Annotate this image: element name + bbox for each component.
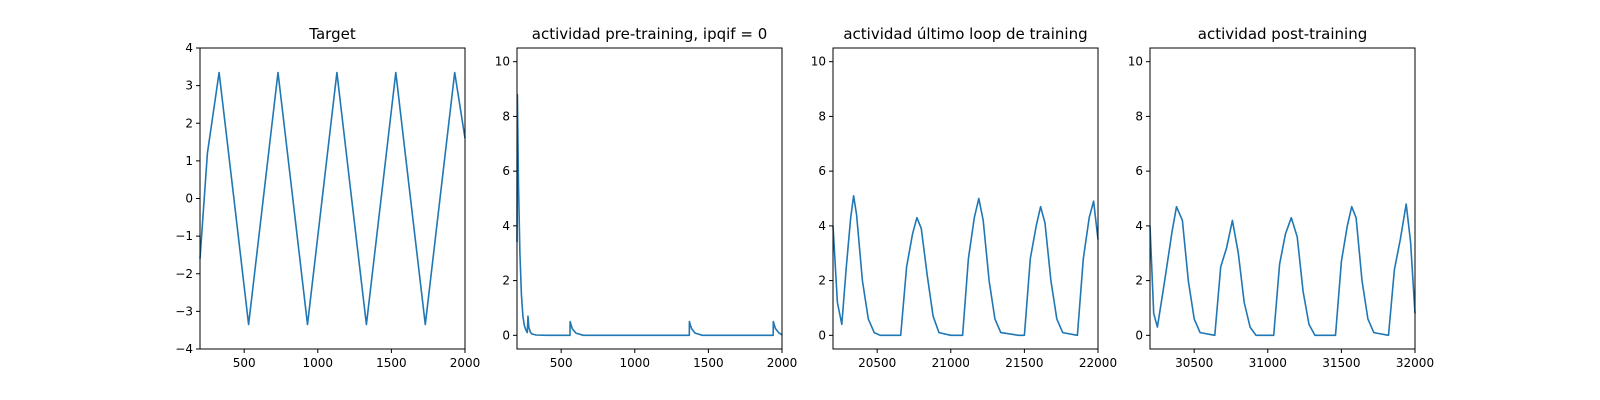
subplot-title: actividad post-training (1198, 25, 1367, 43)
subplot-title: actividad último loop de training (843, 25, 1087, 43)
x-tick-label: 31000 (1249, 356, 1287, 370)
x-tick-label: 21000 (932, 356, 970, 370)
series-line-1 (832, 195, 1099, 337)
x-tick-label: 1500 (693, 356, 724, 370)
subplot-title: Target (308, 25, 356, 43)
y-tick-label: 8 (502, 109, 510, 123)
y-tick-label: −3 (175, 304, 193, 318)
y-tick-label: 10 (1128, 55, 1143, 69)
y-tick-label: 6 (1135, 164, 1143, 178)
y-tick-label: 2 (502, 274, 510, 288)
y-tick-label: −2 (175, 267, 193, 281)
series-line-1 (516, 93, 783, 337)
series-line-1 (1149, 203, 1416, 337)
x-tick-label: 20500 (858, 356, 896, 370)
y-tick-label: 8 (1135, 109, 1143, 123)
subplot-title: actividad pre-training, ipqif = 0 (532, 25, 768, 43)
subplot-2: 500 1000 1500 2000 0 2 4 6 8 10 actividad pre-trai… (495, 25, 798, 370)
axes-frame (516, 47, 783, 350)
x-tick-label: 1000 (620, 356, 651, 370)
y-tick-label: 1 (185, 154, 193, 168)
subplot-1: 500 1000 1500 2000 −4 −3 −2 −1 0 1 2 3 4 Target (175, 25, 480, 370)
x-tick-label: 2000 (767, 356, 798, 370)
subplot-4: 30500 31000 31500 32000 0 2 4 6 8 10 actividad pos… (1128, 25, 1434, 370)
x-tick-label: 2000 (450, 356, 481, 370)
y-tick-label: 10 (495, 55, 510, 69)
x-tick-label: 500 (233, 356, 256, 370)
x-tick-label: 31500 (1322, 356, 1360, 370)
x-tick-label: 32000 (1396, 356, 1434, 370)
y-tick-label: 2 (1135, 274, 1143, 288)
y-tick-label: 10 (811, 55, 826, 69)
y-tick-label: 0 (818, 328, 826, 342)
y-tick-label: 0 (1135, 328, 1143, 342)
series-line-1 (199, 71, 466, 326)
x-tick-label: 22000 (1079, 356, 1117, 370)
y-tick-label: 2 (185, 116, 193, 130)
y-tick-label: 3 (185, 79, 193, 93)
y-tick-label: 2 (818, 274, 826, 288)
y-tick-label: 0 (502, 328, 510, 342)
y-tick-label: −4 (175, 342, 193, 356)
y-tick-label: 8 (818, 109, 826, 123)
y-tick-label: 0 (185, 192, 193, 206)
x-tick-label: 1500 (376, 356, 407, 370)
x-tick-label: 1000 (303, 356, 334, 370)
y-tick-label: 4 (818, 219, 826, 233)
axes-frame (199, 47, 466, 350)
x-tick-label: 500 (550, 356, 573, 370)
subplot-3: 20500 21000 21500 22000 0 2 4 6 8 10 actividad últ… (811, 25, 1117, 370)
axes-frame (832, 47, 1099, 350)
axes-frame (1149, 47, 1416, 350)
y-tick-label: 6 (818, 164, 826, 178)
y-tick-label: 4 (185, 41, 193, 55)
y-tick-label: −1 (175, 229, 193, 243)
y-tick-label: 4 (1135, 219, 1143, 233)
x-tick-label: 21500 (1005, 356, 1043, 370)
x-tick-label: 30500 (1175, 356, 1213, 370)
y-tick-label: 6 (502, 164, 510, 178)
y-tick-label: 4 (502, 219, 510, 233)
